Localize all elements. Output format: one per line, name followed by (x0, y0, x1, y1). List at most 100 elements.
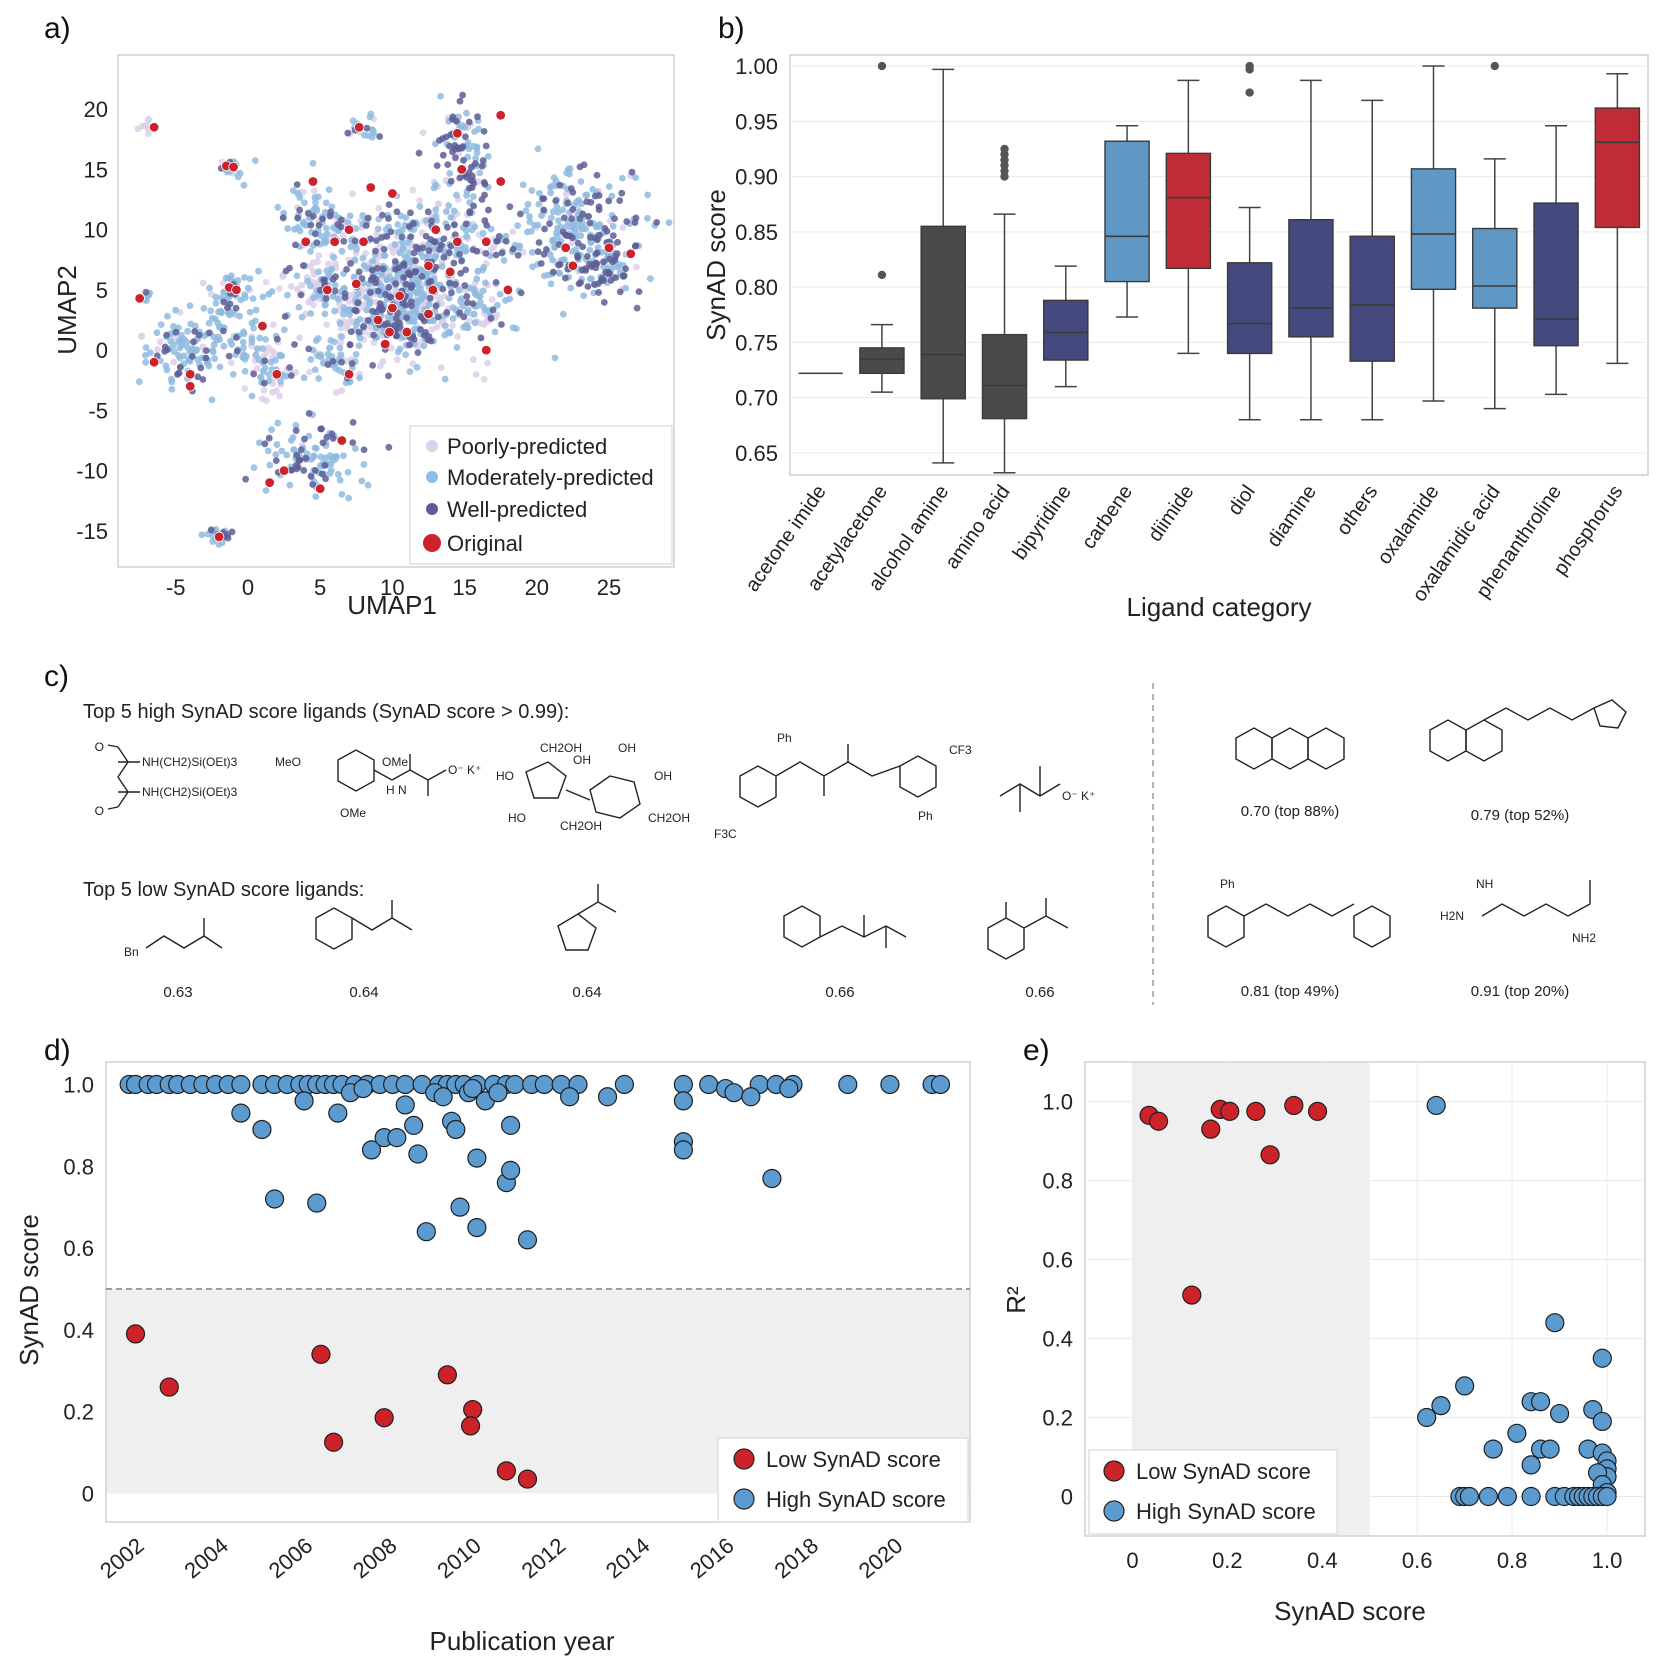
umap-point (379, 211, 386, 219)
umap-point (154, 345, 161, 353)
umap-point (393, 208, 401, 216)
umap-point (172, 306, 180, 314)
umap-point (450, 259, 458, 267)
nh-label: H N (386, 783, 407, 797)
year-y-tick-label: 1.0 (63, 1072, 94, 1097)
umap-y-tick-label: -15 (76, 519, 108, 544)
umap-point (283, 291, 291, 299)
umap-point (168, 378, 176, 386)
umap-x-tick-label: 25 (597, 575, 621, 600)
boxplot-y-tick-label: 1.00 (735, 54, 778, 79)
oxalamide-chain (1483, 707, 1595, 721)
umap-point (633, 263, 640, 271)
umap-point (250, 324, 257, 332)
umap-point (311, 467, 319, 474)
umap-point (307, 310, 315, 317)
umap-point (490, 243, 498, 251)
umap-point (440, 253, 448, 261)
umap-point (376, 362, 384, 370)
umap-point (441, 331, 449, 339)
boxplot-category-label: others (1332, 481, 1382, 539)
box-iqr (1165, 152, 1212, 270)
umap-point (492, 278, 500, 286)
umap-point (575, 280, 583, 288)
umap-point (265, 290, 273, 298)
umap-point (363, 306, 371, 314)
boxplot-category-label: diol (1224, 481, 1260, 519)
umap-point (549, 256, 556, 264)
right-score-value: 0.70 (top 88%) (1241, 803, 1339, 820)
umap-point (433, 216, 441, 224)
umap-point (326, 452, 334, 460)
umap-point (340, 237, 348, 245)
umap-point (416, 197, 424, 204)
umap-point (180, 352, 188, 360)
methoxy-label: OMe (382, 755, 408, 769)
umap-point (227, 359, 235, 367)
year-scatter-frame (105, 1061, 971, 1523)
umap-point (451, 281, 459, 288)
umap-point (346, 212, 354, 220)
umap-point (202, 354, 210, 362)
structure-low-2: 0.64 (315, 900, 413, 1001)
umap-point (584, 283, 592, 290)
umap-point (575, 221, 583, 229)
umap-x-tick-label: 20 (525, 575, 549, 600)
umap-point (294, 214, 302, 222)
umap-point (373, 237, 380, 245)
umap-point (514, 222, 522, 229)
umap-point (619, 224, 627, 231)
panel-label-e: e) (1023, 1034, 1050, 1067)
imine-label: NH (1476, 877, 1493, 891)
umap-point (384, 313, 392, 321)
benzene-ring (1353, 905, 1391, 948)
umap-point (534, 248, 542, 256)
box-iqr (1288, 218, 1334, 338)
umap-point (463, 232, 470, 240)
umap-original-point (502, 284, 514, 296)
umap-point (407, 233, 415, 241)
umap-point (560, 214, 568, 222)
umap-point (419, 244, 427, 252)
umap-point (318, 470, 326, 478)
glycine-chain (145, 935, 223, 949)
umap-point (282, 267, 290, 275)
umap-point (453, 344, 461, 351)
umap-point (339, 232, 347, 239)
umap-point (321, 208, 329, 216)
umap-point (351, 306, 359, 314)
umap-point (424, 208, 432, 216)
umap-point (471, 223, 479, 231)
box-outlier (877, 61, 887, 71)
umap-point (272, 457, 280, 465)
high-score-point (517, 1230, 538, 1250)
umap-point (363, 124, 371, 132)
umap-point (444, 223, 451, 231)
umap-point (422, 216, 430, 224)
umap-point (345, 494, 353, 502)
umap-point (577, 232, 585, 240)
umap-point (191, 322, 199, 330)
umap-original-point (387, 302, 398, 314)
naphthalene-ring (1429, 719, 1467, 762)
umap-point (246, 308, 254, 316)
umap-point (246, 275, 254, 283)
umap-point (310, 187, 318, 195)
umap-point (360, 446, 368, 454)
umap-point (473, 149, 481, 157)
umap-point (153, 329, 161, 337)
umap-panel: -5 0 5 10 15 20 25 -15 -10 -5 0 5 10 15 20 UMAP1 UMAP2… (52, 54, 675, 620)
umap-point (315, 221, 323, 229)
umap-original-point (134, 293, 145, 304)
umap-point (169, 323, 177, 330)
umap-point (455, 145, 463, 153)
umap-point (170, 358, 178, 366)
umap-point (478, 196, 486, 203)
boxplot-category-label: carbene (1078, 481, 1137, 553)
boxplot-category-label: diamine (1263, 481, 1321, 551)
umap-point (438, 263, 446, 270)
umap-point (364, 317, 372, 324)
box-outlier (1245, 61, 1254, 71)
umap-point (349, 418, 357, 426)
r2-x-tick-label: 0.2 (1212, 1548, 1243, 1573)
